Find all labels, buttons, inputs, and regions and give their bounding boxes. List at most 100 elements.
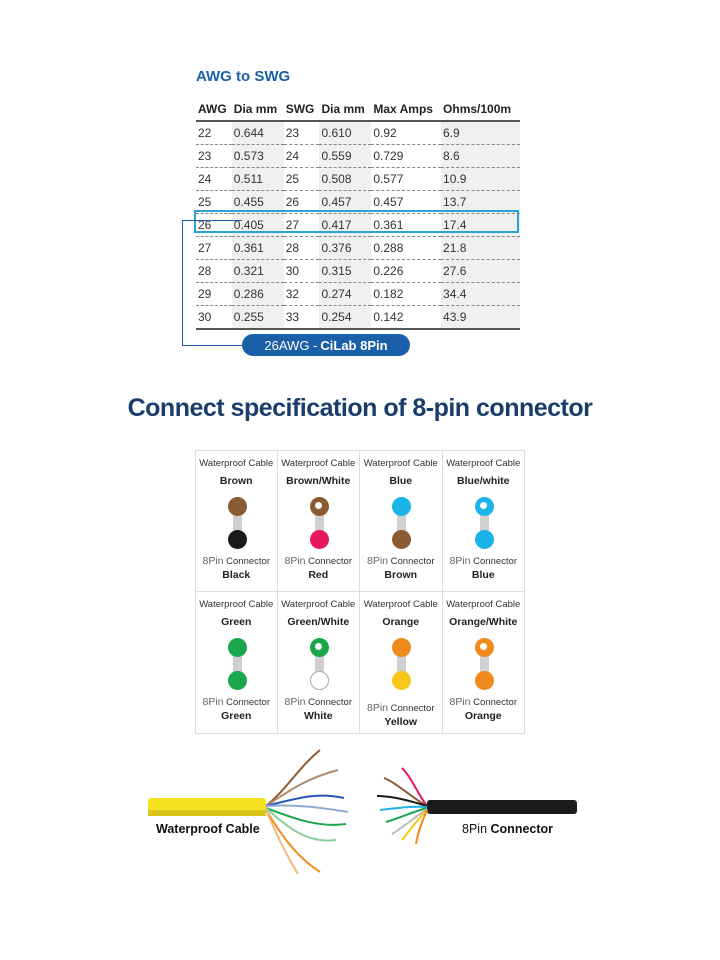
table-row: 23 0.573 24 0.559 0.729 8.6	[196, 144, 520, 168]
wire-orange	[415, 809, 428, 845]
table-cell: 0.455	[231, 190, 284, 214]
table-cell: 27	[283, 213, 320, 237]
callout-product: CiLab 8Pin	[320, 337, 388, 353]
table-cell: 17.4	[441, 213, 520, 237]
table-cell: 22	[196, 121, 232, 145]
pin-pair-cell: Waterproof Cable Orange 8Pin Connector Yell…	[360, 592, 443, 734]
connector-wire-swatch	[228, 671, 247, 690]
wire-blue	[265, 794, 345, 807]
column-header: Dia mm	[231, 97, 284, 122]
table-title: AWG to SWG	[196, 68, 291, 85]
table-cell: 0.92	[371, 121, 442, 145]
pin-pair-cell: Waterproof Cable Blue 8Pin Connector Brown	[360, 450, 443, 592]
wire-orange	[265, 809, 321, 873]
8pin-caption-suffix: Connector	[226, 556, 270, 567]
wire-brown	[383, 777, 428, 807]
waterproof-cable-label: Waterproof Cable	[156, 822, 260, 836]
8pin-caption-prefix: 8Pin	[367, 555, 389, 567]
cable-wire-color: Blue	[389, 475, 413, 487]
cable-wire-color: Orange/White	[449, 616, 518, 628]
table-cell: 0.142	[371, 305, 442, 330]
8pin-connector-label: 8Pin Connector	[462, 822, 553, 836]
table-row: 30 0.255 33 0.254 0.142 43.9	[196, 305, 520, 330]
wire-red	[401, 767, 428, 807]
table-cell: 30	[196, 305, 232, 330]
table-cell: 0.729	[371, 144, 442, 168]
column-header: Dia mm	[319, 97, 372, 122]
connector-wire-color: White	[303, 710, 333, 722]
8pin-connector-caption: 8Pin Connector	[278, 555, 360, 567]
8pin-connector-caption: 8Pin Connector	[278, 696, 360, 708]
table-cell: 0.376	[319, 236, 372, 260]
callout-prefix: 26AWG -	[264, 337, 318, 353]
waterproof-cable-caption: Waterproof Cable	[446, 458, 521, 469]
column-header: Max Amps	[371, 97, 442, 122]
table-cell: 29	[196, 282, 232, 306]
pin-pair-cell: Waterproof Cable Green/White 8Pin Connecto…	[277, 592, 360, 734]
table-cell: 28	[283, 236, 320, 260]
table-row: 29 0.286 32 0.274 0.182 34.4	[196, 282, 520, 306]
cable-wire-color: Green/White	[287, 616, 350, 628]
wire-brown	[265, 749, 321, 807]
table-cell: 0.559	[319, 144, 372, 168]
table-cell: 25	[196, 190, 232, 214]
awg-swg-table: AWG Dia mm SWG Dia mm Max Amps Ohms/100m…	[196, 97, 520, 330]
8pin-caption-suffix: Connector	[473, 556, 517, 567]
8pin-caption-prefix: 8Pin	[202, 696, 224, 708]
table-row: 27 0.361 28 0.376 0.288 21.8	[196, 236, 520, 260]
callout-bracket	[182, 220, 242, 346]
table-cell: 6.9	[441, 121, 520, 145]
table-cell: 0.255	[231, 305, 284, 330]
8pin-caption-prefix: 8Pin	[284, 696, 306, 708]
connector-line	[233, 648, 242, 680]
wire-black	[376, 795, 428, 807]
table-cell: 30	[283, 259, 320, 283]
waterproof-cable-caption: Waterproof Cable	[363, 599, 438, 610]
8pin-caption-prefix: 8Pin	[449, 696, 471, 708]
8pin-caption-suffix: Connector	[226, 697, 270, 708]
cable-wire-swatch	[228, 497, 247, 516]
table-cell: 34.4	[441, 282, 520, 306]
table-cell: 0.315	[319, 259, 372, 283]
pin-pair-cell: Waterproof Cable Green 8Pin Connector Green	[195, 592, 278, 734]
cable-wire-swatch	[392, 497, 411, 516]
8pin-connector-cable-photo	[376, 767, 577, 845]
connector-line	[479, 648, 489, 680]
page-heading: Connect specification of 8-pin connector	[127, 394, 593, 422]
8pin-connector-caption: 8Pin Connector	[360, 702, 442, 714]
connector-line	[314, 648, 324, 680]
table-cell: 0.577	[371, 167, 442, 191]
connector-line	[233, 507, 242, 539]
waterproof-cable-photo	[148, 749, 349, 875]
waterproof-cable-caption: Waterproof Cable	[281, 458, 356, 469]
pin-map-grid: Waterproof Cable Brown 8Pin Connector Black…	[195, 450, 525, 734]
8pin-caption-suffix: Connector	[390, 703, 435, 714]
table-cell: 23	[283, 121, 320, 145]
table-cell: 0.644	[231, 121, 284, 145]
8pin-label-suffix: Connector	[490, 822, 554, 836]
table-cell: 28	[196, 259, 232, 283]
connector-wire-color: Red	[308, 569, 329, 581]
connector-wire-swatch	[228, 530, 247, 549]
table-cell: 0.288	[371, 236, 442, 260]
table-row: 22 0.644 23 0.610 0.92 6.9	[196, 121, 520, 145]
table-cell: 0.361	[371, 213, 442, 237]
connector-wire-swatch	[474, 530, 494, 549]
8pin-connector-caption: 8Pin Connector	[196, 555, 277, 567]
table-cell: 0.457	[319, 190, 372, 214]
connector-wire-swatch	[392, 530, 411, 549]
table-cell: 0.610	[319, 121, 372, 145]
wire-green	[265, 807, 347, 826]
table-cell: 0.226	[371, 259, 442, 283]
waterproof-cable-caption: Waterproof Cable	[199, 458, 274, 469]
connector-line	[397, 507, 406, 539]
8pin-caption-suffix: Connector	[308, 697, 352, 708]
connector-line	[397, 648, 406, 680]
table-row: 25 0.455 26 0.457 0.457 13.7	[196, 190, 520, 214]
table-cell: 13.7	[441, 190, 520, 214]
connector-line	[479, 507, 489, 539]
black-cable-jacket	[427, 800, 577, 814]
pin-pair-cell: Waterproof Cable Blue/white 8Pin Connector…	[442, 450, 525, 592]
cable-wire-swatch	[474, 497, 494, 516]
connector-wire-color: Black	[222, 569, 251, 581]
